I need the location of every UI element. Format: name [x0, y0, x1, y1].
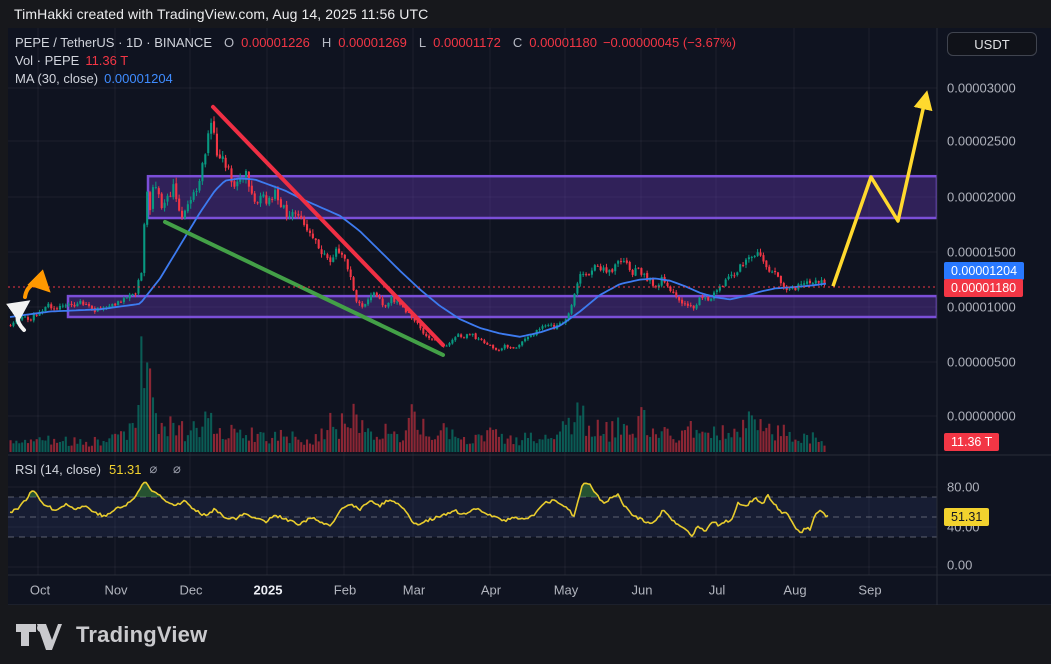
open-label: O	[224, 34, 235, 50]
ma-value: 0.00001204	[104, 70, 173, 86]
time-tick-label: Jun	[631, 582, 653, 598]
lower-demand-zone	[66, 294, 937, 319]
currency-toggle-button[interactable]: USDT	[947, 32, 1037, 56]
tradingview-logo-icon	[16, 623, 62, 650]
footer-bar: TradingView	[0, 605, 1051, 664]
price-tick-label: 0.00002000	[947, 189, 1016, 205]
time-tick-label: Aug	[783, 582, 807, 598]
upper-supply-zone	[146, 174, 937, 220]
rsi-hidden-values-icon: ⌀ ⌀	[149, 461, 187, 476]
time-tick-label: Nov	[104, 582, 128, 598]
symbol-title[interactable]: PEPE / TetherUS · 1D · BINANCE	[15, 34, 212, 50]
high-value: 0.00001269	[338, 34, 407, 50]
time-tick-label: Mar	[402, 582, 426, 598]
price-tick-label: 0.00001500	[947, 244, 1016, 260]
rsi-value: 51.31	[108, 461, 142, 477]
rsi-label[interactable]: RSI (14, close)	[15, 461, 101, 477]
low-value: 0.00001172	[433, 34, 501, 50]
open-value: 0.00001226	[241, 34, 310, 50]
red-downtrend-line	[211, 104, 445, 348]
close-label: C	[512, 34, 523, 50]
time-tick-label: May	[553, 582, 579, 598]
projection-arrow	[831, 90, 933, 287]
volume-legend-row[interactable]: Vol · PEPE 11.36 T	[15, 51, 736, 69]
rsi-tick-label: 0.00	[947, 557, 973, 573]
time-tick-label: Sep	[858, 582, 882, 598]
ma-label[interactable]: MA (30, close)	[15, 70, 99, 86]
price-tick-label: 0.00001000	[947, 299, 1016, 315]
ma-legend-row[interactable]: MA (30, close) 0.00001204	[15, 69, 736, 87]
volume-label[interactable]: Vol · PEPE	[15, 52, 80, 68]
rsi-line	[9, 481, 829, 537]
time-tick-label: Apr	[480, 582, 502, 598]
close-value: 0.00001180	[529, 34, 597, 50]
orange-arrow-annotation	[23, 269, 51, 299]
rsi-legend-row[interactable]: RSI (14, close) 51.31 ⌀ ⌀	[15, 461, 187, 477]
high-label: H	[321, 34, 332, 50]
symbol-legend-row[interactable]: PEPE / TetherUS · 1D · BINANCE O 0.00001…	[15, 33, 736, 51]
ma-value-badge: 0.00001204	[944, 262, 1025, 280]
time-tick-label: 2025	[253, 582, 283, 598]
tradingview-logo-link[interactable]: TradingView	[14, 620, 207, 650]
rsi-tick-label: 80.00	[947, 479, 980, 495]
chart-legend: PEPE / TetherUS · 1D · BINANCE O 0.00001…	[15, 33, 736, 87]
price-tick-label: 0.00003000	[947, 80, 1016, 96]
time-tick-label: Jul	[708, 582, 726, 598]
low-label: L	[418, 34, 427, 50]
volume-value: 11.36 T	[85, 52, 129, 68]
price-tick-label: 0.00000000	[947, 408, 1016, 424]
time-tick-label: Feb	[333, 582, 357, 598]
rsi-value-badge: 51.31	[944, 508, 990, 526]
green-downtrend-line	[163, 219, 445, 357]
time-tick-label: Oct	[29, 582, 51, 598]
change-value: −0.00000045 (−3.67%)	[602, 34, 736, 50]
volume-badge: 11.36 T	[944, 433, 1000, 451]
price-tick-label: 0.00000500	[947, 354, 1016, 370]
ma30-line	[9, 177, 827, 338]
time-tick-label: Dec	[179, 582, 203, 598]
price-tick-label: 0.00002500	[947, 133, 1016, 149]
titlebar: TimHakki created with TradingView.com, A…	[0, 0, 1051, 28]
tradingview-logo-text: TradingView	[76, 621, 208, 647]
last-price-badge: 0.00001180	[944, 279, 1024, 297]
white-arrow-annotation	[6, 300, 31, 332]
snapshot-title: TimHakki created with TradingView.com, A…	[14, 6, 429, 22]
